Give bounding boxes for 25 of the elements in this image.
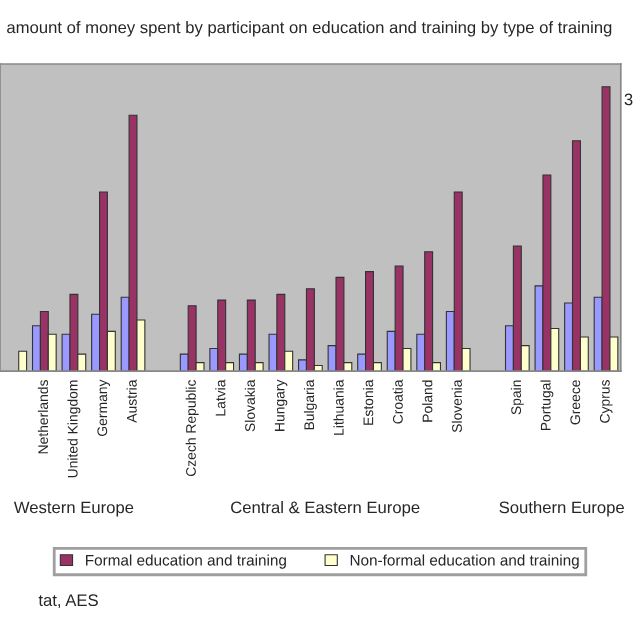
bar [305, 288, 315, 372]
bar [601, 86, 611, 372]
bar [246, 299, 256, 372]
chart-title: amount of money spent by participant on education and training by type of training [7, 21, 612, 37]
bar [128, 114, 138, 372]
text: 3 [624, 93, 633, 106]
bar [542, 174, 552, 372]
bar [571, 140, 581, 372]
text: Central & Eastern Europe [231, 501, 420, 517]
bar [18, 350, 28, 372]
bar [276, 293, 286, 372]
bar [335, 276, 345, 372]
bar [98, 191, 108, 372]
bar [217, 299, 227, 372]
bar [69, 293, 79, 372]
bar [187, 305, 197, 372]
bar [453, 191, 463, 372]
bar [512, 245, 522, 372]
text: tat, AES [38, 594, 98, 609]
bar [424, 251, 434, 372]
bar [394, 265, 404, 372]
bar [39, 310, 49, 372]
text: Western Europe [13, 501, 134, 517]
text: Southern Europe [499, 501, 624, 517]
bar [365, 271, 375, 372]
